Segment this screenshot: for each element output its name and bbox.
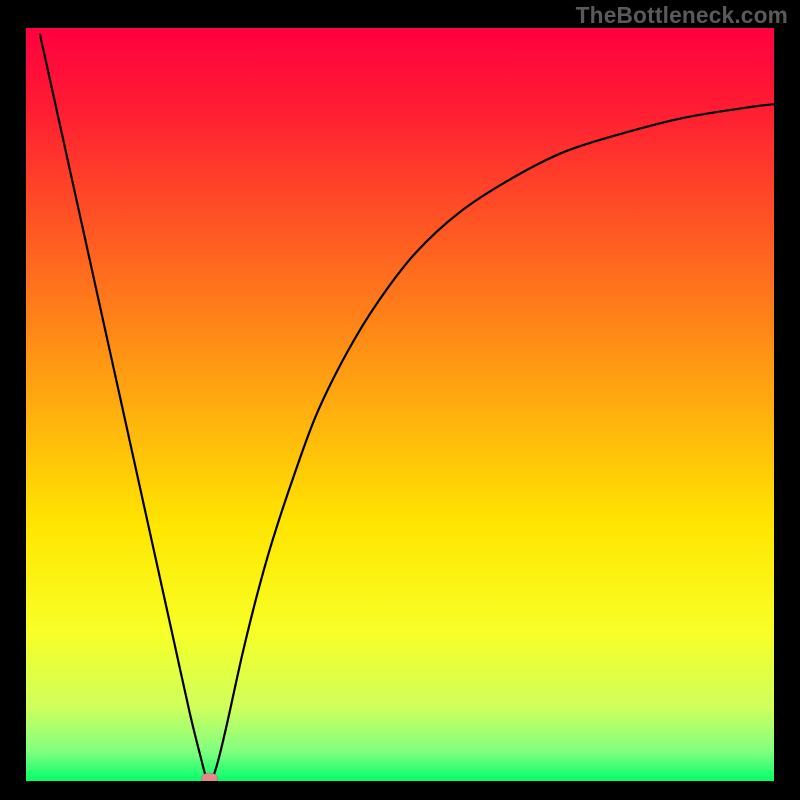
chart-svg xyxy=(0,0,800,800)
watermark-text: TheBottleneck.com xyxy=(576,2,788,29)
plot-background xyxy=(25,27,775,782)
bottleneck-chart: TheBottleneck.com xyxy=(0,0,800,800)
